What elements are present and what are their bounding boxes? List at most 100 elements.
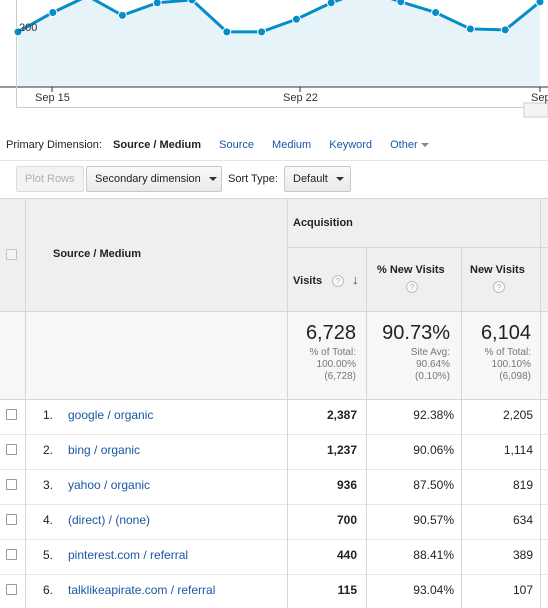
total-line: (6,728) [324,371,356,382]
row-checkbox[interactable] [6,444,17,455]
source-medium-header[interactable]: Source / Medium [53,248,142,260]
visits-line-chart: 200 Sep 15 Sep 22 Sep [0,0,548,118]
row-number: 5. [42,548,53,562]
divider [0,469,548,470]
primary-dimension-other[interactable]: Other [390,139,429,151]
sort-type-label: Sort Type: [228,173,278,185]
total-visits: 6,728 [305,322,356,344]
total-new-visits: 6,104 [480,322,531,344]
help-icon[interactable]: ? [332,275,344,287]
total-line: % of Total: [484,347,531,358]
source-medium-link[interactable]: pinterest.com / referral [68,548,189,562]
row-checkbox[interactable] [6,584,17,595]
y-tick-label: 200 [19,22,37,34]
pct-new-visits-cell: 87.50% [413,478,454,492]
total-line: (6,098) [499,371,531,382]
series-line [17,0,541,34]
row-number: 1. [42,408,53,422]
chart-area-fill [18,0,540,87]
visits-column-header[interactable]: Visits [293,275,323,287]
primary-dimension-source[interactable]: Source [219,139,254,151]
toolbar-divider [0,160,548,161]
total-new-visits-detail: % of Total: 100.10% (6,098) [463,347,531,383]
row-number: 3. [42,478,53,492]
visits-cell: 700 [336,513,357,527]
chart-marks: 200 Sep 15 Sep 22 Sep [0,0,548,118]
secondary-dimension-dropdown[interactable]: Secondary dimension [86,166,222,192]
row-checkbox[interactable] [6,514,17,525]
pct-new-visits-column-header[interactable]: % New Visits [377,264,445,276]
total-line: Site Avg: [410,347,450,358]
divider [461,247,462,608]
data-point [326,0,336,8]
total-line: 90.64% [416,359,450,370]
table-header [0,198,548,311]
new-visits-column-header[interactable]: New Visits [470,264,525,276]
data-point [117,10,127,20]
new-visits-cell: 1,114 [503,443,533,457]
new-visits-cell: 389 [512,548,533,562]
new-visits-cell: 107 [512,583,533,597]
pct-new-visits-cell: 92.38% [413,408,454,422]
divider [0,574,548,575]
divider [0,504,548,505]
data-point [152,0,162,8]
chevron-down-icon [208,177,217,182]
row-checkbox[interactable] [6,479,17,490]
divider [540,198,541,608]
primary-dimension-source-medium[interactable]: Source / Medium [113,139,202,151]
data-point [465,24,475,34]
primary-dimension-label: Primary Dimension: [6,139,102,151]
total-visits-detail: % of Total: 100.00% (6,728) [290,347,356,383]
visits-cell: 936 [336,478,357,492]
divider [0,311,548,312]
sort-type-dropdown[interactable]: Default [284,166,351,192]
pct-new-visits-cell: 90.57% [413,513,454,527]
help-icon[interactable]: ? [493,281,505,293]
total-pct-new-visits-detail: Site Avg: 90.64% (0.10%) [368,347,450,383]
total-line: 100.10% [491,359,531,370]
pct-new-visits-cell: 88.41% [413,548,454,562]
plot-rows-button[interactable]: Plot Rows [16,166,84,192]
row-checkbox[interactable] [6,409,17,420]
divider [366,247,367,608]
x-tick-label: Sep 15 [35,92,70,104]
new-visits-cell: 819 [512,478,533,492]
sort-descending-icon[interactable]: ↓ [352,272,359,287]
divider [0,198,548,199]
total-pct-new-visits: 90.73% [382,322,450,344]
divider [287,198,288,608]
visits-cell: 1,237 [326,443,357,457]
total-line: (0.10%) [414,371,450,382]
source-medium-link[interactable]: yahoo / organic [68,478,151,492]
source-medium-link[interactable]: talklikeapirate.com / referral [68,583,216,597]
source-medium-link[interactable]: (direct) / (none) [68,513,151,527]
row-number: 4. [42,513,53,527]
secondary-dimension-label: Secondary dimension [95,173,201,185]
source-medium-link[interactable]: google / organic [68,408,154,422]
source-medium-link[interactable]: bing / organic [68,443,141,457]
select-all-checkbox[interactable] [6,249,17,260]
data-point [222,27,232,37]
data-point [500,25,510,35]
help-icon[interactable]: ? [406,281,418,293]
divider [25,198,26,608]
chevron-down-icon [335,177,344,182]
new-visits-cell: 2,205 [502,408,533,422]
data-point [431,7,441,17]
x-tick-label: Sep [531,92,548,104]
primary-dimension-keyword[interactable]: Keyword [329,139,373,151]
acquisition-header: Acquisition [293,217,353,229]
sort-type-value: Default [293,173,328,185]
divider [0,539,548,540]
chart-scroll-handle [523,102,548,118]
data-point [13,27,23,37]
row-checkbox[interactable] [6,549,17,560]
data-point [257,27,267,37]
divider [287,247,548,248]
primary-dimension-medium[interactable]: Medium [272,139,312,151]
pct-new-visits-cell: 90.06% [413,443,454,457]
new-visits-cell: 634 [512,513,533,527]
data-point [48,7,58,17]
other-label: Other [390,139,418,151]
